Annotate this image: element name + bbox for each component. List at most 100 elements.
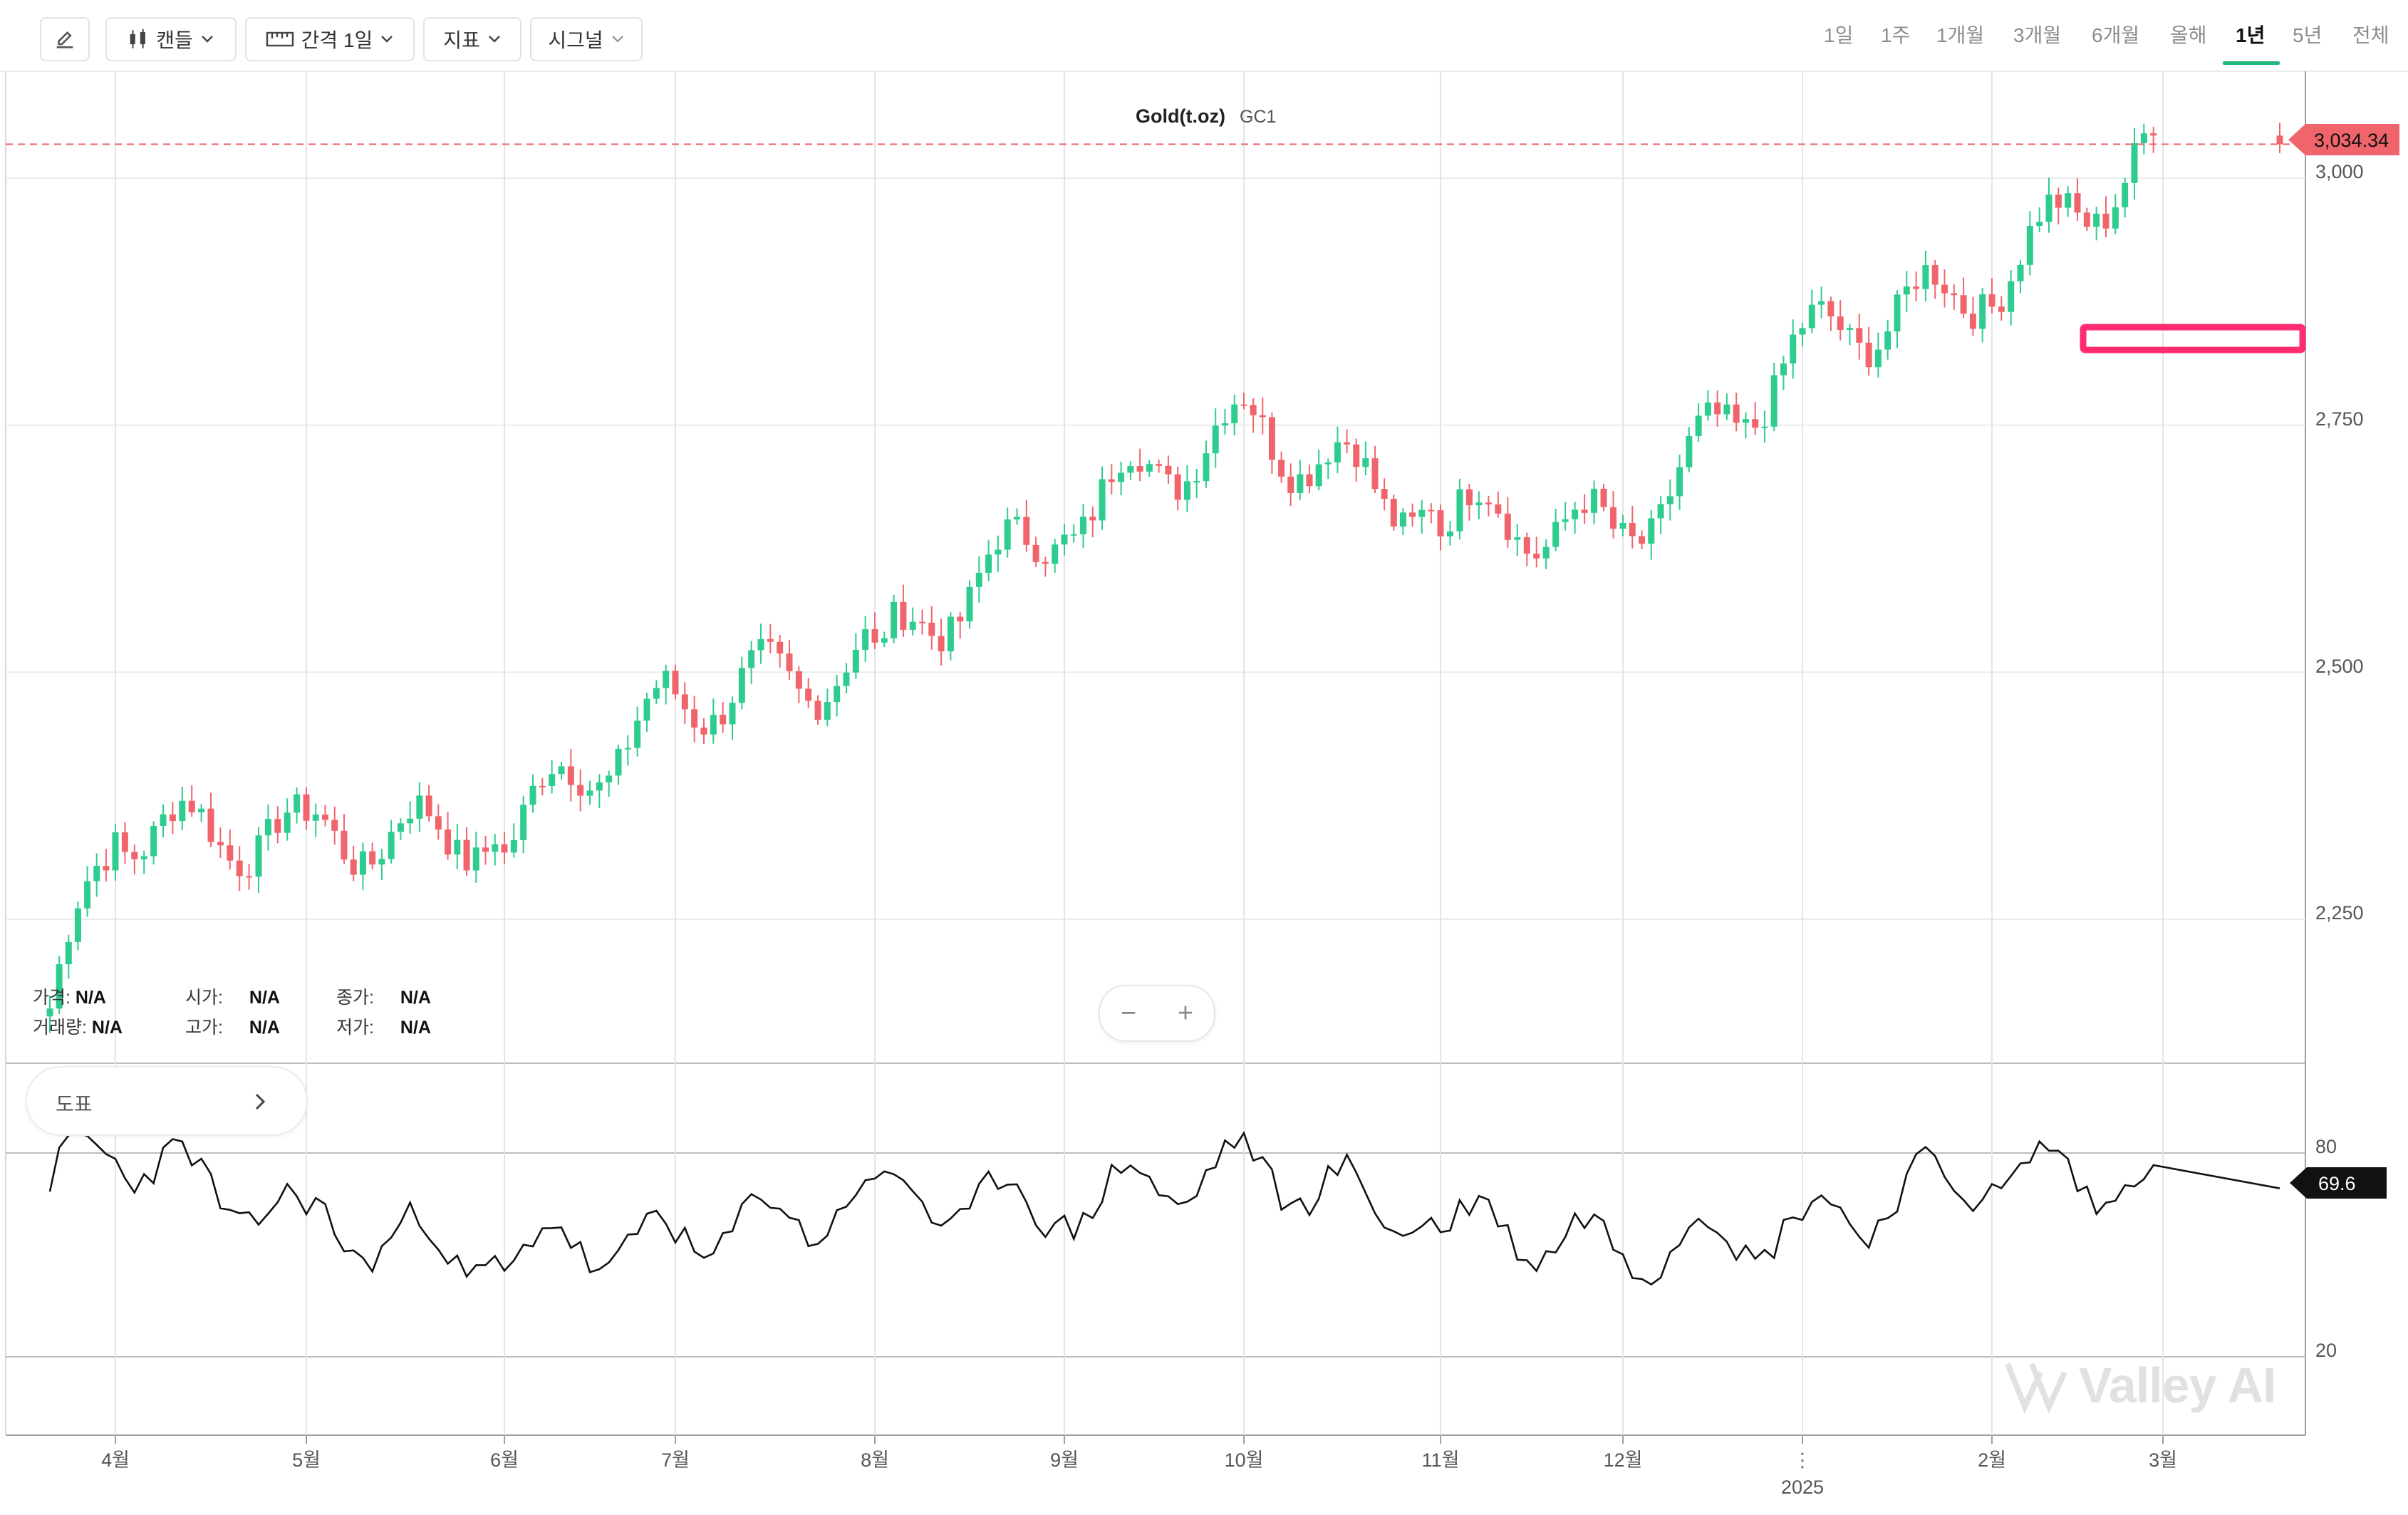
ohlc-volume-value: N/A (91, 1018, 123, 1038)
candle (1790, 319, 1797, 379)
candle (2065, 186, 2072, 217)
candle (1146, 460, 1153, 477)
range-all-tab[interactable]: 전체 (2352, 24, 2389, 46)
candle (558, 761, 565, 780)
candle (975, 556, 982, 603)
candle (653, 680, 660, 704)
candle (1723, 393, 1730, 420)
ohlc-high-value: N/A (249, 1018, 280, 1038)
signal-dropdown[interactable]: 시그널 (530, 17, 643, 61)
rsi-series (48, 1131, 2280, 1286)
candle (1250, 398, 1257, 433)
chart-title: Gold(t.oz) (1136, 105, 1225, 127)
candle (93, 853, 100, 897)
candle (1827, 296, 1834, 331)
range-3m-tab[interactable]: 3개월 (2013, 24, 2062, 46)
range-6m-tab[interactable]: 6개월 (2092, 24, 2140, 46)
candle (1581, 494, 1588, 524)
candle (900, 584, 907, 637)
candle (606, 770, 613, 797)
ohlc-close-value: N/A (400, 988, 431, 1008)
draw-tool-button[interactable] (40, 17, 90, 61)
candle (1344, 429, 1351, 453)
candle (1770, 363, 1778, 432)
candle (207, 792, 214, 847)
candle (1231, 394, 1238, 435)
valley-logo-icon (2005, 1363, 2067, 1414)
candle (1428, 503, 1435, 524)
candle (2074, 178, 2081, 221)
candle (1847, 324, 1853, 346)
candle (312, 803, 319, 837)
candle (350, 845, 357, 881)
candle (1212, 408, 1219, 468)
range-ytd-tab[interactable]: 올해 (2170, 24, 2207, 46)
candle (160, 804, 167, 838)
candle (1165, 455, 1172, 484)
zoom-in-button[interactable]: + (1177, 998, 1194, 1028)
candle (1903, 270, 1910, 313)
candle (634, 706, 641, 757)
x-month-label: 2월 (1978, 1449, 2006, 1471)
candle (1099, 466, 1106, 530)
candle (378, 848, 385, 880)
candle (1951, 284, 1958, 310)
candle (748, 641, 755, 684)
zoom-out-button[interactable]: − (1120, 998, 1137, 1028)
interval-dropdown[interactable]: 간격 1일 (245, 17, 415, 61)
ohlc-high-label: 고가: (185, 1018, 223, 1038)
candle (738, 656, 745, 710)
candle (359, 842, 366, 891)
candle (227, 829, 234, 870)
candle (1485, 495, 1492, 517)
range-1w-tab[interactable]: 1주 (1881, 24, 1911, 46)
indicator-dropdown[interactable]: 지표 (423, 17, 521, 61)
ohlc-close: 종가: N/A (336, 983, 431, 1009)
candle (1619, 515, 1626, 537)
range-1d-tab[interactable]: 1일 (1824, 24, 1854, 46)
zoom-control: − + (1099, 985, 1215, 1042)
chart-type-dropdown[interactable]: 캔들 (105, 17, 237, 61)
candle (2122, 177, 2129, 218)
range-1m-tab[interactable]: 1개월 (1936, 24, 1985, 46)
candle (1780, 356, 1787, 390)
candle (1629, 505, 1636, 549)
candle (1324, 458, 1332, 480)
candle (284, 798, 291, 841)
candle (2093, 207, 2100, 241)
candle (303, 787, 310, 830)
range-1y-tab[interactable]: 1년 (2236, 24, 2266, 46)
candle (1676, 454, 1683, 510)
candle (1600, 483, 1607, 512)
x-month-label: 10월 (1225, 1449, 1264, 1471)
ohlc-price-label: 가격: (33, 988, 71, 1008)
candle (510, 823, 517, 858)
x-year-marker: ⋮ (1793, 1449, 1812, 1471)
candle (1704, 390, 1711, 421)
candle (1203, 440, 1210, 488)
x-month-label: 4월 (101, 1449, 130, 1471)
candle (492, 834, 499, 866)
candle (1572, 502, 1579, 534)
candle (919, 609, 925, 635)
candle (710, 698, 717, 744)
y-tick-label: 2,250 (2315, 902, 2364, 924)
chart-grid (0, 71, 2408, 1436)
candle (454, 824, 461, 869)
candle (1495, 491, 1502, 518)
candle (2102, 196, 2109, 237)
ohlc-price-value: N/A (75, 988, 106, 1008)
drawing-panel-toggle[interactable]: 도표 (26, 1066, 308, 1136)
active-range-underline (2223, 61, 2280, 65)
chart-type-label: 캔들 (156, 29, 193, 51)
candle (1052, 539, 1059, 573)
candle (1437, 504, 1444, 551)
candle (1799, 322, 1806, 347)
range-5y-tab[interactable]: 5년 (2293, 24, 2323, 46)
candle (1979, 288, 1986, 343)
highlight-box (2080, 324, 2306, 353)
candle (1884, 319, 1891, 360)
candle (577, 769, 584, 812)
